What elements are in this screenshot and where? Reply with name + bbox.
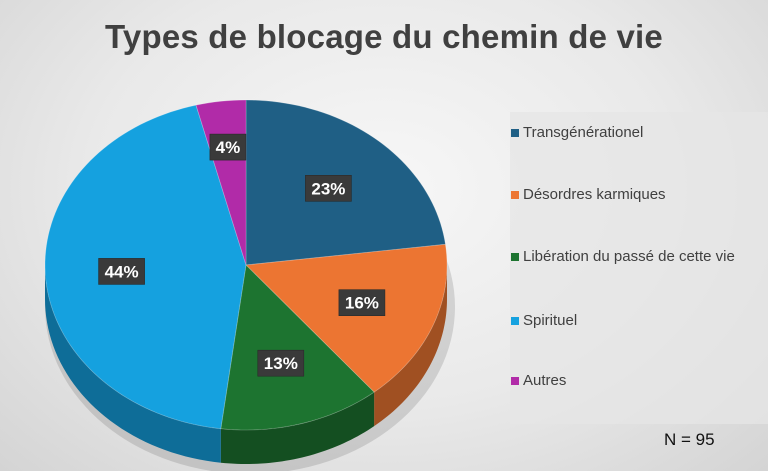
legend-swatch <box>511 317 519 325</box>
chart-title: Types de blocage du chemin de vie <box>105 18 663 55</box>
data-label-box <box>305 175 352 202</box>
legend-item-liberation-passe: Libération du passé de cette vie <box>511 246 753 268</box>
legend-panel <box>510 112 768 424</box>
data-label: 13% <box>264 354 298 373</box>
legend-label: Libération du passé de cette vie <box>523 248 735 265</box>
data-label-group: 44% <box>98 258 145 285</box>
pie-slice-44% <box>44 104 247 430</box>
pie-slice-16% <box>245 243 448 393</box>
legend-item-spirituel: Spirituel <box>511 310 753 332</box>
pie-side-44% <box>45 265 221 463</box>
pie-slice-13% <box>220 264 375 431</box>
data-label-box <box>209 133 247 161</box>
data-label-box <box>257 349 305 377</box>
data-label: 44% <box>105 262 139 281</box>
data-label: 4% <box>216 138 241 157</box>
data-label-box <box>98 258 145 285</box>
legend-swatch <box>511 129 519 137</box>
legend-label: Transgénérationel <box>523 124 644 141</box>
legend-label: Spirituel <box>523 312 578 329</box>
data-label: 23% <box>311 179 345 198</box>
pie-side-13% <box>220 392 375 464</box>
data-label-group: 23% <box>305 175 352 202</box>
legend-swatch <box>511 377 519 385</box>
data-label-group: 4% <box>209 133 247 161</box>
legend-swatch <box>511 253 519 261</box>
legend-label: Autres <box>523 372 567 389</box>
pie-side-16% <box>374 265 447 427</box>
data-label: 16% <box>345 294 379 313</box>
legend-label: Désordres karmiques <box>523 186 666 203</box>
legend-swatch <box>511 191 519 199</box>
data-label-group: 13% <box>257 349 305 377</box>
legend-item-autres: Autres <box>511 370 753 392</box>
sample-size-annotation: N = 95 <box>664 430 715 449</box>
legend-item-transgenerationel: Transgénérationel <box>511 122 753 144</box>
data-label-group: 16% <box>338 289 386 317</box>
data-label-box <box>338 289 386 317</box>
legend-item-desordres-karmiques: Désordres karmiques <box>511 184 753 206</box>
